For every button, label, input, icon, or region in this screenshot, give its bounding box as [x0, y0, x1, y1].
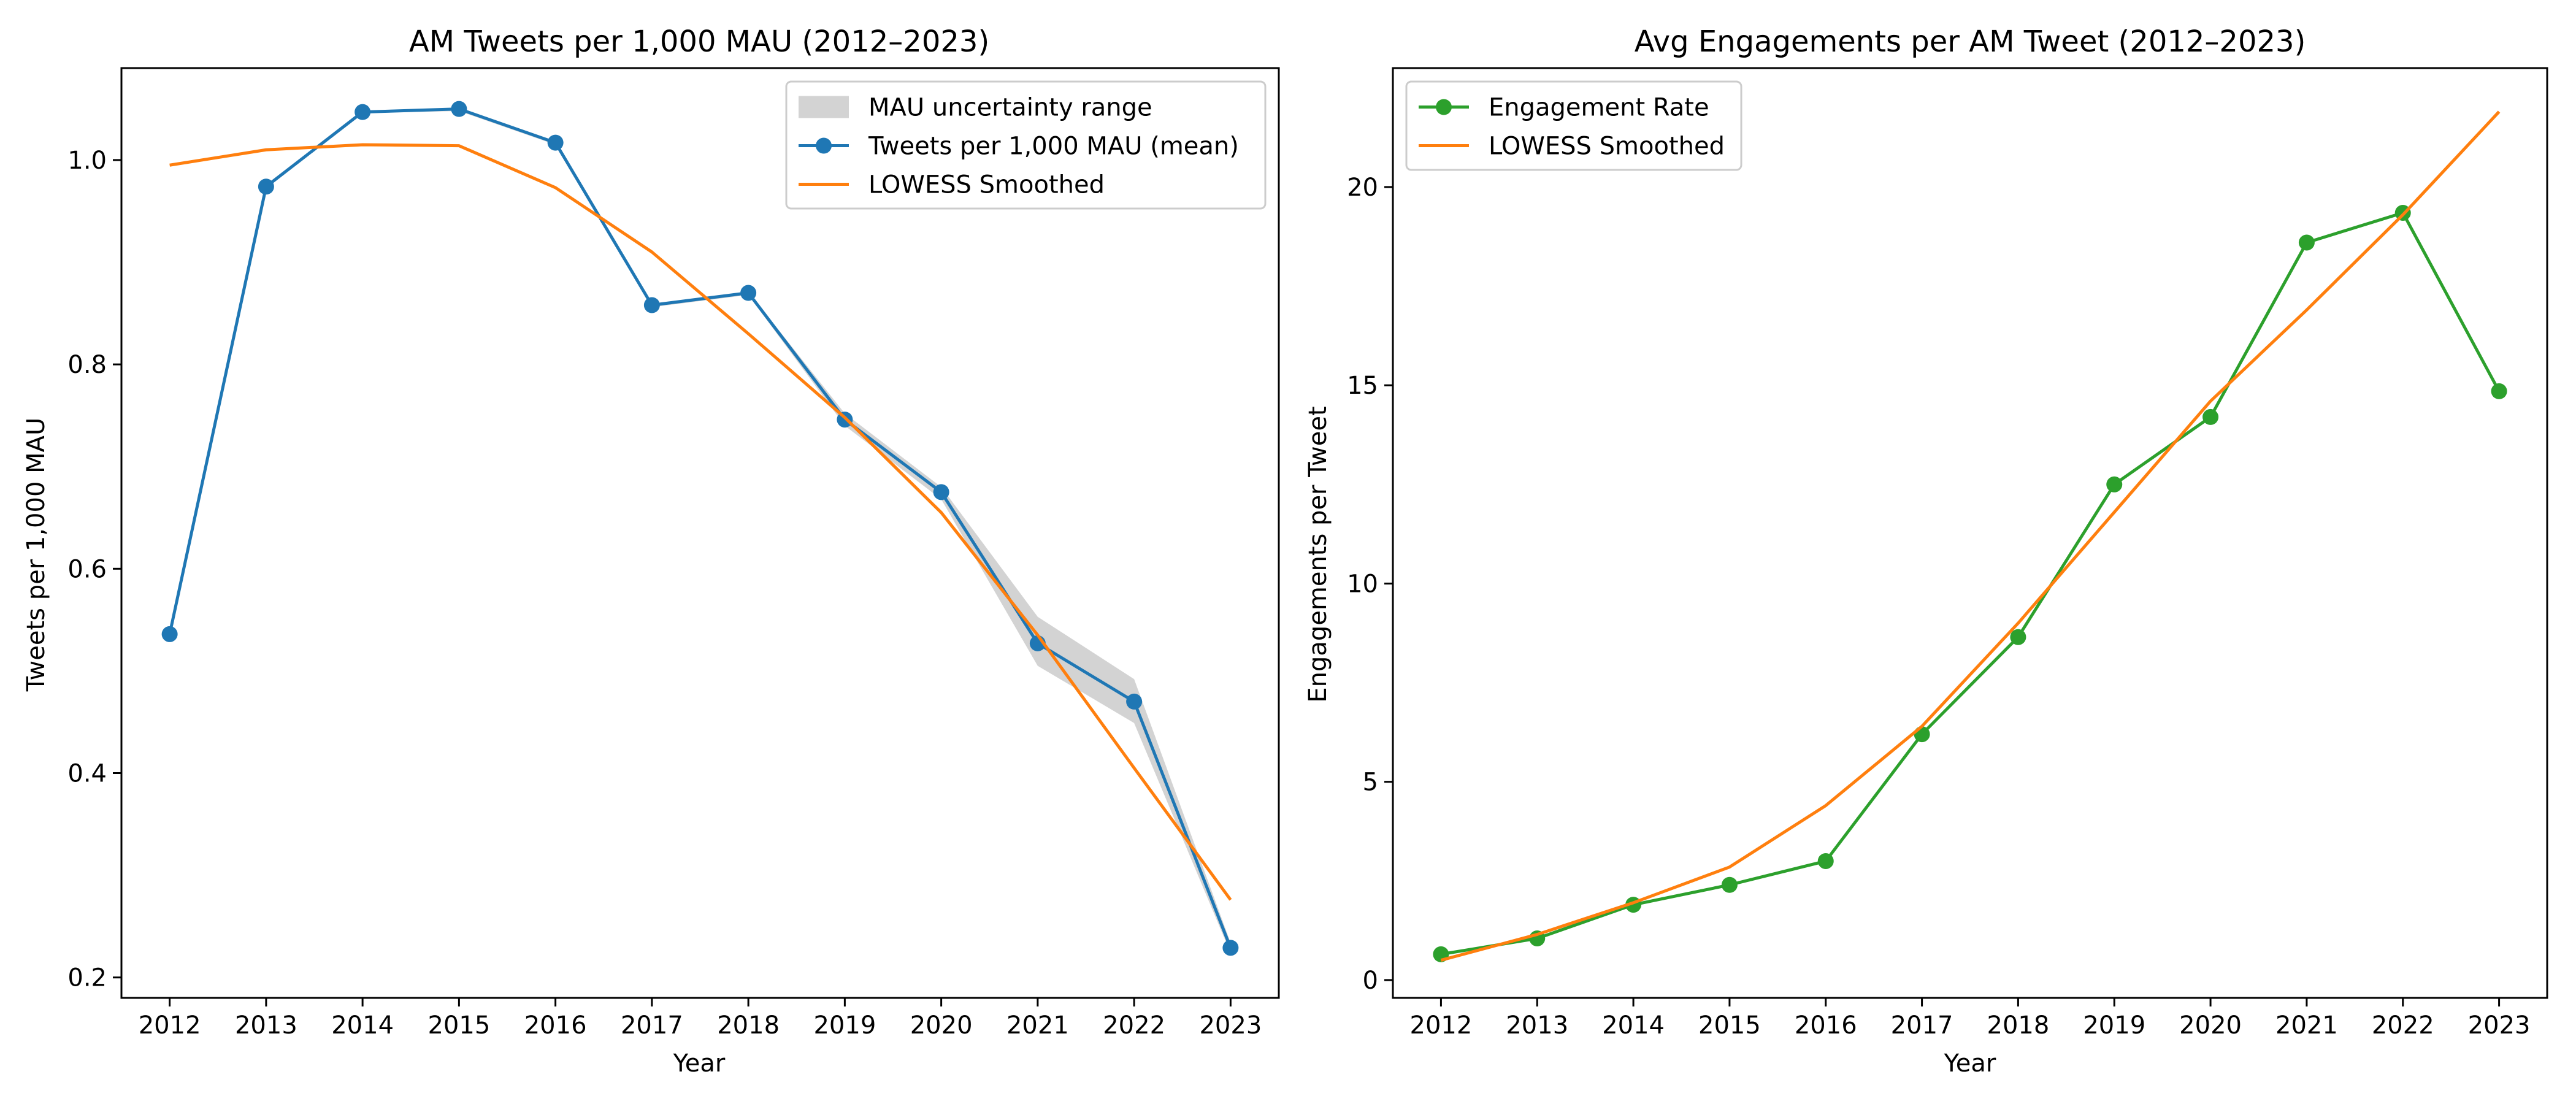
- y-tick-label: 10: [1347, 570, 1378, 598]
- y-tick-label: 5: [1363, 769, 1378, 797]
- data-point: [1817, 853, 1834, 869]
- x-tick-label: 2018: [1987, 1011, 2050, 1040]
- x-tick-label: 2014: [1602, 1011, 1665, 1040]
- x-tick-label: 2020: [910, 1011, 973, 1040]
- legend-swatch-band: [799, 96, 849, 118]
- x-tick-label: 2017: [1891, 1011, 1953, 1040]
- x-tick-label: 2023: [1199, 1011, 1262, 1040]
- chart-title: AM Tweets per 1,000 MAU (2012–2023): [409, 25, 989, 59]
- x-tick-label: 2019: [2083, 1011, 2145, 1040]
- x-tick-label: 2016: [1795, 1011, 1857, 1040]
- legend-swatch-marker: [1436, 99, 1452, 115]
- legend-swatch-marker: [816, 137, 832, 154]
- y-tick-label: 20: [1347, 174, 1378, 202]
- data-point: [933, 484, 949, 500]
- plot-area: 2012 2013 2014 2015 2016 2017 2018 2019 2020 2021…: [67, 67, 1280, 1040]
- x-axis-label: Year: [1944, 1049, 1996, 1078]
- plot-area: 2012 2013 2014 2015 2016 2017 2018 2019 2020 2021…: [1347, 67, 2548, 1040]
- x-tick-label: 2016: [524, 1011, 587, 1040]
- legend-label: LOWESS Smoothed: [868, 171, 1105, 199]
- x-tick-label: 2012: [139, 1011, 201, 1040]
- x-tick-label: 2015: [427, 1011, 490, 1040]
- x-tick-label: 2013: [1506, 1011, 1568, 1040]
- x-axis-label: Year: [673, 1049, 726, 1078]
- y-tick-label: 0.6: [67, 555, 107, 583]
- legend-box: [785, 80, 1267, 210]
- x-tick-label: 2021: [2275, 1011, 2338, 1040]
- series-line-mean: [1441, 211, 2501, 956]
- data-point: [2106, 476, 2123, 493]
- chart-title: Avg Engagements per AM Tweet (2012–2023): [1635, 25, 2306, 59]
- y-axis-label: Tweets per 1,000 MAU: [22, 418, 50, 692]
- y-tick-label: 0: [1363, 967, 1378, 995]
- x-tick-label: 2015: [1698, 1011, 1761, 1040]
- data-point: [1914, 726, 1930, 743]
- legend-label: LOWESS Smoothed: [1489, 132, 1725, 161]
- data-point: [161, 626, 178, 642]
- data-point: [643, 297, 660, 313]
- data-point: [1721, 876, 1738, 893]
- data-point: [2010, 629, 2026, 645]
- data-point: [2202, 408, 2219, 425]
- y-axis-label: Engagements per Tweet: [1304, 406, 1332, 702]
- legend-label: Tweets per 1,000 MAU (mean): [868, 132, 1239, 161]
- chart-panel-tweets-per-mau: AM Tweets per 1,000 MAU (2012–2023) Year…: [22, 25, 1280, 1078]
- y-tick-label: 1.0: [67, 147, 107, 175]
- series-line-mean: [168, 107, 1232, 949]
- chart-panel-engagements-per-tweet: Avg Engagements per AM Tweet (2012–2023)…: [1304, 25, 2548, 1078]
- data-point: [547, 134, 564, 151]
- y-tick-label: 0.2: [67, 964, 107, 992]
- x-tick-label: 2022: [1103, 1011, 1165, 1040]
- x-tick-label: 2018: [717, 1011, 780, 1040]
- data-point: [258, 178, 274, 195]
- data-point: [355, 104, 371, 120]
- y-tick-label: 15: [1347, 372, 1378, 400]
- legend-label: MAU uncertainty range: [868, 94, 1152, 122]
- y-tick-label: 0.4: [67, 759, 107, 788]
- x-tick-label: 2012: [1410, 1011, 1473, 1040]
- axes-frame: [1392, 67, 2548, 999]
- x-tick-label: 2017: [621, 1011, 683, 1040]
- series-line-lowess: [169, 143, 1232, 901]
- x-tick-label: 2020: [2179, 1011, 2242, 1040]
- data-point: [740, 285, 757, 301]
- x-tick-label: 2014: [331, 1011, 394, 1040]
- data-point: [451, 101, 467, 117]
- data-point: [2298, 234, 2315, 251]
- x-tick-label: 2019: [813, 1011, 876, 1040]
- data-point: [1126, 693, 1143, 710]
- data-point: [2491, 383, 2507, 399]
- data-point: [1222, 940, 1239, 956]
- legend-box: [1405, 80, 1742, 171]
- uncertainty-band: [169, 107, 1231, 953]
- legend: Engagement Rate LOWESS Smoothed: [1405, 80, 1742, 171]
- y-tick-label: 0.8: [67, 351, 107, 379]
- axes-frame: [120, 67, 1280, 999]
- legend: MAU uncertainty range Tweets per 1,000 MA…: [785, 80, 1267, 210]
- x-tick-label: 2022: [2372, 1011, 2434, 1040]
- x-tick-label: 2021: [1006, 1011, 1069, 1040]
- legend-label: Engagement Rate: [1489, 94, 1709, 122]
- x-tick-label: 2023: [2468, 1011, 2531, 1040]
- x-tick-label: 2013: [235, 1011, 297, 1040]
- series-line-lowess: [1440, 110, 2501, 962]
